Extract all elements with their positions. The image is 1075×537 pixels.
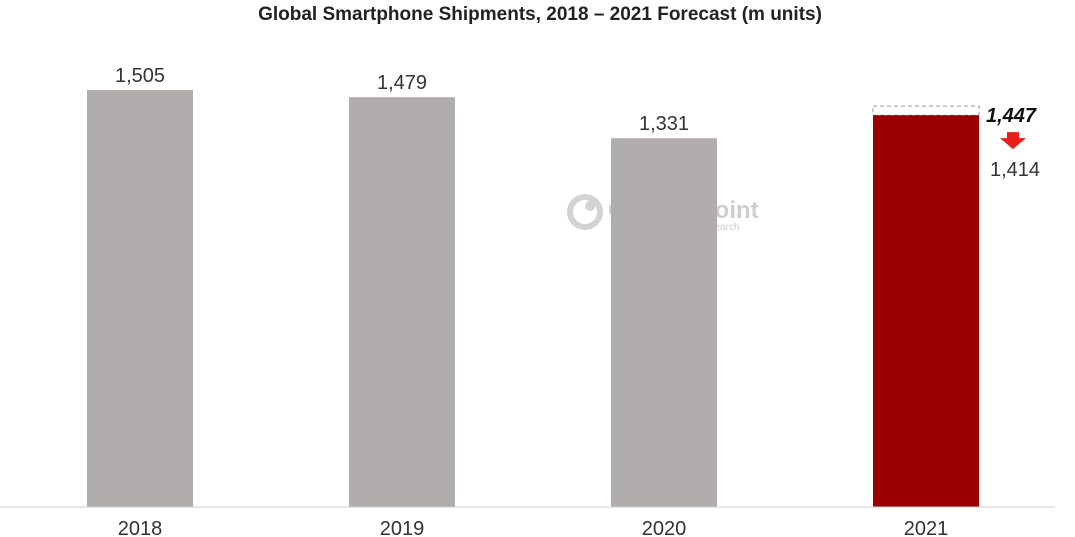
bar-2018 xyxy=(87,90,193,507)
bar-2021 xyxy=(873,115,979,507)
chart-title: Global Smartphone Shipments, 2018 – 2021… xyxy=(258,4,822,25)
bar-2019 xyxy=(349,97,455,508)
down-arrow-icon xyxy=(1000,132,1026,150)
data-label-2018: 1,505 xyxy=(115,65,165,87)
data-label-2020: 1,331 xyxy=(639,113,689,135)
data-labels: 1,505 1,479 1,331 1,447 1,414 xyxy=(115,65,1040,181)
counterpoint-logo-icon xyxy=(567,194,603,230)
x-tick-2021: 2021 xyxy=(904,518,949,537)
data-label-2021: 1,414 xyxy=(990,159,1040,181)
x-axis-ticks: 2018 2019 2020 2021 xyxy=(118,518,949,537)
previous-forecast-label: 1,447 xyxy=(986,105,1037,127)
x-tick-2019: 2019 xyxy=(380,518,425,537)
bars-group xyxy=(87,90,1026,508)
x-tick-2020: 2020 xyxy=(642,518,687,537)
data-label-2019: 1,479 xyxy=(377,72,427,94)
bar-2020 xyxy=(611,138,717,507)
previous-forecast-outline xyxy=(872,105,980,116)
x-tick-2018: 2018 xyxy=(118,518,163,537)
